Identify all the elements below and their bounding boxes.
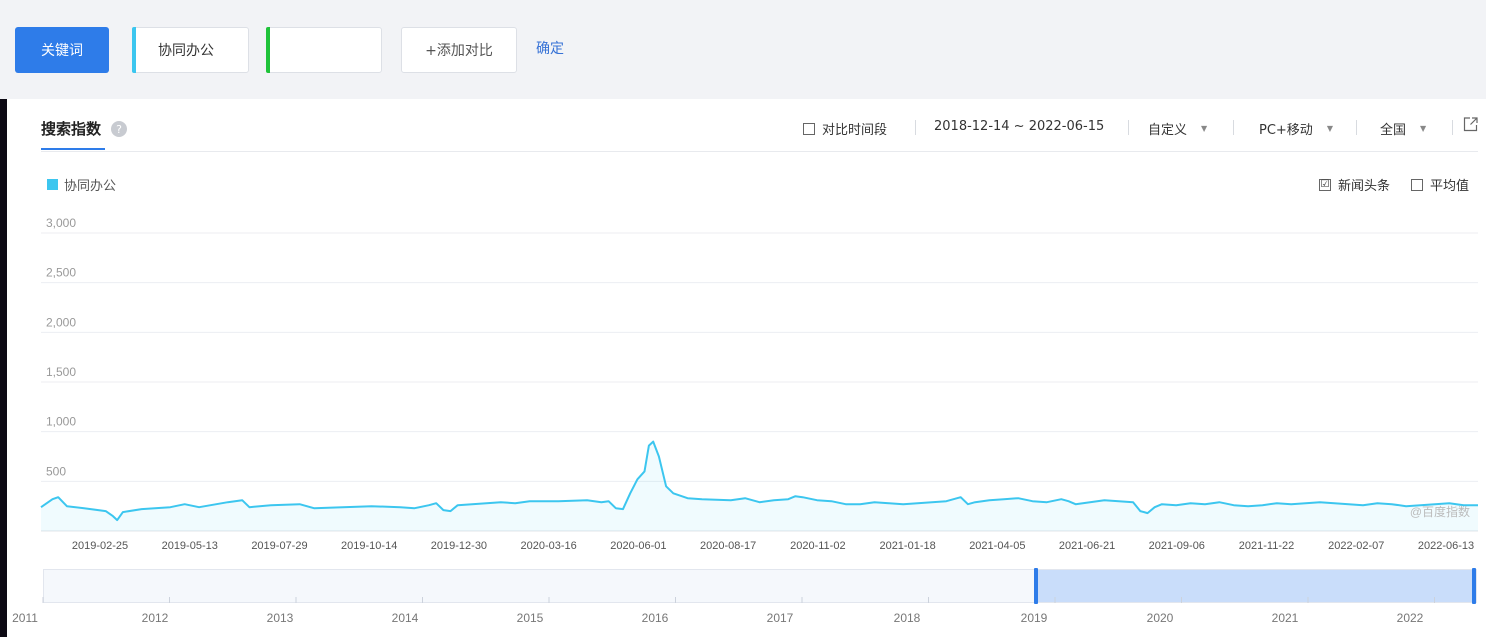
- navigator-selection: [1036, 570, 1475, 602]
- compare-period-toggle[interactable]: 对比时间段: [803, 119, 887, 138]
- y-tick-label: 1,500: [46, 365, 76, 379]
- x-tick-label: 2020-11-02: [790, 540, 845, 552]
- x-tick-label: 2021-04-05: [969, 540, 1025, 552]
- keyword-input-2[interactable]: [266, 27, 382, 73]
- navigator-year-label: 2020: [1147, 611, 1174, 625]
- navigator-year-label: 2021: [1272, 611, 1299, 625]
- date-range-picker[interactable]: 2018-12-14 ~ 2022-06-15: [934, 119, 1104, 134]
- export-button[interactable]: [1463, 117, 1478, 132]
- x-tick-label: 2019-10-14: [341, 540, 397, 552]
- x-tick-label: 2021-11-22: [1239, 540, 1294, 552]
- custom-range-label: 自定义: [1148, 123, 1188, 138]
- average-label: 平均值: [1430, 179, 1470, 194]
- y-tick-label: 1,000: [46, 415, 76, 429]
- x-tick-label: 2021-01-18: [879, 540, 935, 552]
- watermark: @百度指数: [1410, 504, 1470, 519]
- x-tick-label: 2022-06-13: [1418, 540, 1474, 552]
- checkbox-checked-icon[interactable]: ☑: [1319, 178, 1331, 191]
- tab-divider: [41, 151, 1478, 152]
- x-tick-label: 2019-05-13: [162, 540, 218, 552]
- series-area: [41, 441, 1478, 531]
- keyword-color-bar: [132, 27, 136, 73]
- separator: [1128, 120, 1129, 135]
- navigator-year-label: 2011: [12, 611, 38, 625]
- legend-label: 协同办公: [64, 179, 117, 194]
- navigator-year-label: 2014: [392, 611, 419, 625]
- keyword-input-1[interactable]: 协同办公: [132, 27, 249, 73]
- x-tick-label: 2022-02-07: [1328, 540, 1384, 552]
- x-tick-label: 2020-03-16: [521, 540, 577, 552]
- navigator-year-label: 2012: [142, 611, 169, 625]
- keyword-color-bar: [266, 27, 270, 73]
- news-headline-toggle[interactable]: ☑ 新闻头条: [1319, 175, 1390, 194]
- separator: [1452, 120, 1453, 135]
- navigator-handle-right: [1472, 568, 1476, 604]
- navigator-year-label: 2017: [767, 611, 794, 625]
- keyword-input-1-value: 协同办公: [158, 43, 214, 59]
- add-compare-button[interactable]: +添加对比: [401, 27, 517, 73]
- y-tick-label: 2,500: [46, 266, 76, 280]
- navigator-year-label: 2019: [1021, 611, 1048, 625]
- navigator-handle-left: [1034, 568, 1038, 604]
- region-label: 全国: [1380, 123, 1407, 138]
- keyword-toolbar: 关键词 协同办公 +添加对比 确定: [0, 0, 1486, 99]
- navigator-year-label: 2013: [267, 611, 294, 625]
- chart-legend[interactable]: 协同办公: [47, 175, 116, 194]
- export-icon: [1463, 117, 1478, 132]
- caret-down-icon: ▼: [1326, 124, 1333, 133]
- y-tick-label: 3,000: [46, 216, 76, 230]
- device-label: PC+移动: [1259, 123, 1313, 138]
- caret-down-icon: ▼: [1201, 124, 1208, 133]
- navigator-year-label: 2016: [642, 611, 669, 625]
- separator: [915, 120, 916, 135]
- checkbox-icon[interactable]: [1411, 178, 1423, 191]
- search-index-panel: [7, 99, 1486, 637]
- x-tick-label: 2019-02-25: [72, 540, 128, 552]
- device-dropdown[interactable]: PC+移动 ▼: [1259, 119, 1333, 138]
- navigator-year-label: 2022: [1397, 611, 1424, 625]
- x-tick-label: 2019-07-29: [251, 540, 307, 552]
- x-tick-label: 2019-12-30: [431, 540, 487, 552]
- news-headline-label: 新闻头条: [1338, 179, 1391, 194]
- caret-down-icon: ▼: [1420, 124, 1427, 133]
- y-tick-label: 500: [46, 464, 66, 478]
- y-tick-label: 2,000: [46, 315, 76, 329]
- confirm-button[interactable]: 确定: [536, 41, 564, 57]
- compare-period-label: 对比时间段: [822, 123, 888, 138]
- keyword-button[interactable]: 关键词: [15, 27, 109, 73]
- navigator-year-label: 2018: [894, 611, 921, 625]
- x-tick-label: 2021-09-06: [1149, 540, 1205, 552]
- tab-search-index[interactable]: 搜索指数: [41, 120, 102, 138]
- custom-range-dropdown[interactable]: 自定义 ▼: [1148, 119, 1207, 138]
- legend-swatch: [47, 179, 58, 190]
- region-dropdown[interactable]: 全国 ▼: [1380, 119, 1426, 138]
- x-tick-label: 2020-06-01: [610, 540, 666, 552]
- separator: [1233, 120, 1234, 135]
- x-tick-label: 2021-06-21: [1059, 540, 1115, 552]
- help-icon[interactable]: ?: [111, 121, 127, 137]
- separator: [1356, 120, 1357, 135]
- average-toggle[interactable]: 平均值: [1411, 175, 1469, 194]
- checkbox-icon[interactable]: [803, 122, 815, 135]
- series-line: [40, 440, 1478, 522]
- navigator-year-label: 2015: [517, 611, 544, 625]
- date-range-label: 2018-12-14 ~ 2022-06-15: [934, 119, 1105, 134]
- tab-active-underline: [41, 148, 105, 150]
- x-tick-label: 2020-08-17: [700, 540, 756, 552]
